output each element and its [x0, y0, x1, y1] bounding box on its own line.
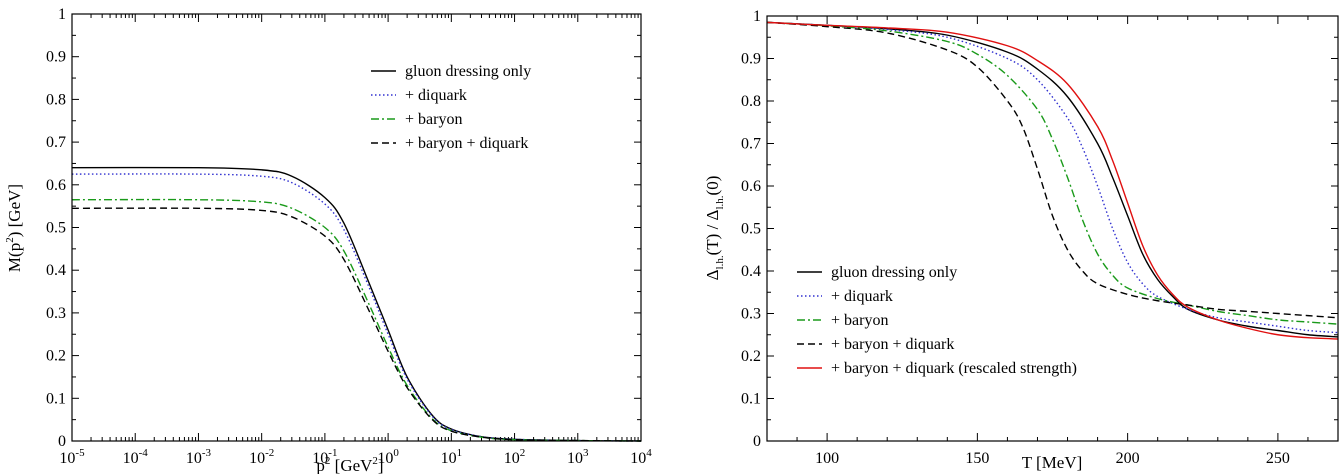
left-x-tick-label: 102 — [504, 447, 526, 467]
left-x-tick-label: 10-3 — [186, 447, 212, 467]
left-y-tick-label: 0.2 — [46, 348, 66, 365]
right-series-line-2 — [766, 21, 1339, 325]
left-legend-label: + baryon — [405, 111, 462, 128]
right-x-tick-label: 150 — [965, 450, 989, 467]
right-series-line-1 — [766, 21, 1339, 334]
right-y-tick-label: 0.4 — [741, 263, 761, 280]
left-series-line-2 — [71, 198, 642, 442]
left-x-tick-label: 10-4 — [123, 447, 149, 467]
left-series-line-1 — [71, 173, 642, 442]
left-plot-frame — [71, 13, 642, 442]
left-y-tick-label: 0.5 — [46, 220, 66, 237]
left-x-tick-label: 101 — [441, 447, 463, 467]
left-panel: 0 0.1 0.2 0.3 0.4 0.5 0.6 0.7 0.8 0.9 1 10-5 10-4 10-… — [4, 6, 652, 474]
left-x-tick-label: 100 — [377, 447, 399, 467]
right-panel: 0 0.1 0.2 0.3 0.4 0.5 0.6 0.7 0.8 0.9 1 100 150 200 25… — [703, 8, 1339, 472]
right-y-tick-label: 0.1 — [741, 391, 761, 408]
right-series-line-4 — [766, 21, 1339, 340]
left-y-tick-label: 0.9 — [46, 49, 66, 66]
left-series-line-0 — [71, 166, 642, 442]
right-y-tick-label: 0.6 — [741, 178, 761, 195]
right-y-tick-label: 0.3 — [741, 306, 761, 323]
left-legend-label: gluon dressing only — [405, 63, 531, 80]
right-y-axis-label: Δl.h.(T) / Δl.h.(0) — [703, 176, 726, 281]
right-legend: gluon dressing only + diquark + baryon + ba… — [797, 264, 1077, 377]
right-legend-label: gluon dressing only — [831, 264, 957, 281]
left-y-tick-label: 0.4 — [46, 262, 66, 279]
left-y-tick-label: 0.3 — [46, 305, 66, 322]
right-series-line-0 — [766, 21, 1339, 338]
left-x-tick-label: 10-2 — [249, 447, 274, 467]
left-y-tick-label: 0.1 — [46, 390, 66, 407]
left-y-tick-label: 0 — [58, 433, 66, 450]
right-plot-frame — [766, 15, 1339, 442]
right-legend-label: + baryon + diquark (rescaled strength) — [831, 360, 1077, 377]
right-y-tick-label: 0.9 — [741, 51, 761, 68]
right-x-axis-label: T [MeV] — [1022, 453, 1083, 472]
left-legend-label: + baryon + diquark — [405, 135, 528, 152]
left-x-tick-label: 103 — [567, 447, 589, 467]
right-y-tick-label: 0 — [753, 433, 761, 450]
right-x-tick-label: 100 — [815, 450, 839, 467]
left-x-tick-label: 10-5 — [59, 447, 85, 467]
right-legend-label: + diquark — [831, 288, 893, 305]
left-y-axis-label: M(p2) [GeV] — [4, 184, 24, 272]
right-y-tick-label: 0.8 — [741, 93, 761, 110]
right-y-tick-label: 0.5 — [741, 221, 761, 238]
left-legend: gluon dressing only + diquark + baryon + ba… — [371, 63, 531, 152]
left-y-tick-label: 1 — [58, 6, 66, 23]
left-series-line-3 — [71, 207, 642, 442]
left-y-tick-label: 0.6 — [46, 177, 66, 194]
right-x-tick-label: 250 — [1266, 450, 1290, 467]
left-y-tick-label: 0.7 — [46, 134, 66, 151]
left-x-tick-label: 10-1 — [312, 447, 337, 467]
left-y-tick-label: 0.8 — [46, 91, 66, 108]
right-y-tick-label: 0.7 — [741, 136, 761, 153]
right-series-line-3 — [766, 21, 1339, 319]
right-x-tick-label: 200 — [1116, 450, 1140, 467]
right-legend-label: + baryon — [831, 312, 888, 329]
left-legend-label: + diquark — [405, 87, 467, 104]
right-legend-label: + baryon + diquark — [831, 336, 954, 353]
left-x-axis-label: p2 [GeV2] — [316, 455, 383, 474]
right-y-tick-label: 1 — [753, 8, 761, 25]
left-x-tick-label: 104 — [630, 447, 652, 467]
right-y-tick-label: 0.2 — [741, 348, 761, 365]
